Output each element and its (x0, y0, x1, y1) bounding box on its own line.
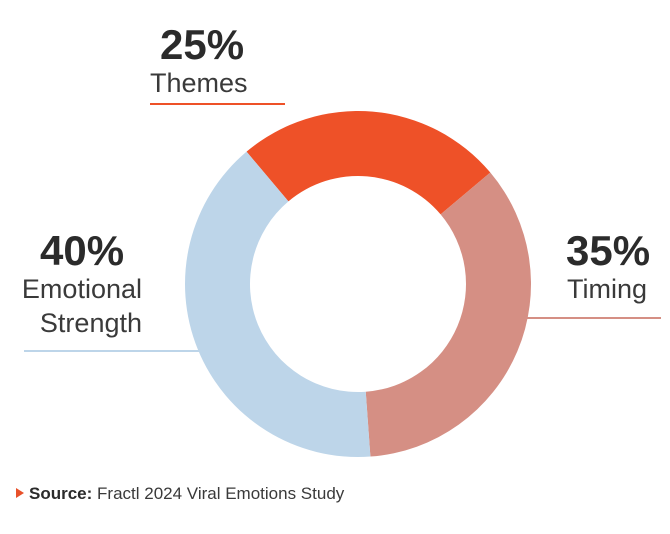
source-prefix: Source: (29, 484, 93, 503)
donut-slice-emotional-strength (184, 151, 371, 457)
emotional-strength-label: Emotional Strength (21, 274, 142, 338)
timing-label: Timing (567, 274, 648, 304)
timing-leader-line (512, 317, 661, 319)
source-note: Source: Fractl 2024 Viral Emotions Study (16, 484, 344, 504)
donut-slice-themes (246, 111, 491, 215)
timing-percent: 35% (566, 227, 651, 274)
themes-label: Themes (150, 68, 248, 98)
themes-percent: 25% (160, 21, 245, 68)
emotional-strength-percent: 40% (40, 227, 125, 274)
triangle-bullet-icon (16, 488, 24, 498)
source-text: Fractl 2024 Viral Emotions Study (97, 484, 345, 503)
themes-leader-line (150, 103, 285, 105)
donut-slice-timing (365, 172, 531, 457)
emotional-strength-leader-line (24, 350, 216, 352)
